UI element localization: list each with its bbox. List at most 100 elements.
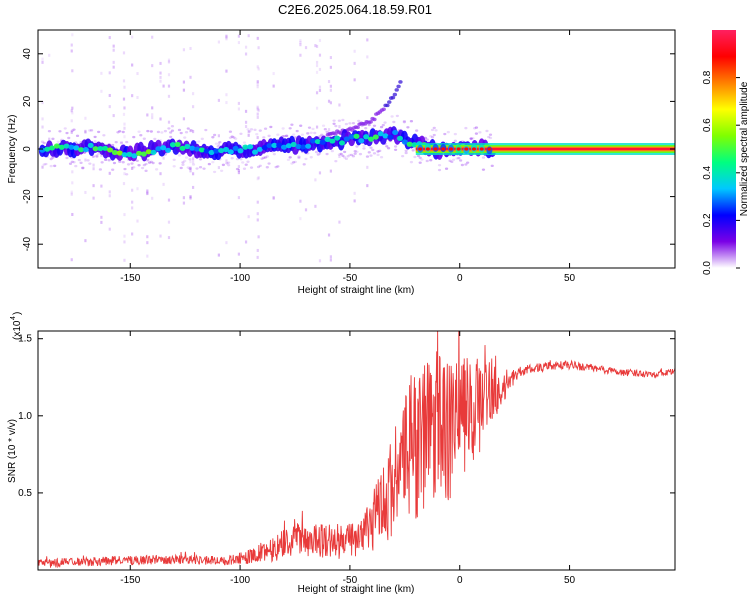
x-tick-label: 50 xyxy=(564,273,576,284)
spectrogram-speckle xyxy=(256,105,259,109)
spectrogram-halo xyxy=(130,162,134,165)
spectrogram-halo xyxy=(415,129,419,132)
spectrogram-ridge-core xyxy=(169,142,176,148)
colorbar-tick-label: 0.8 xyxy=(702,70,713,84)
spectrogram-band-knot-core xyxy=(487,147,492,151)
spectrogram-speckle xyxy=(237,196,240,200)
snr-x-ticks: -150 -100 -50 0 50 xyxy=(120,331,576,586)
spectrogram-halo xyxy=(286,158,291,162)
spectrogram-speckle xyxy=(247,34,250,38)
spectrogram-halo xyxy=(344,157,348,161)
spectrogram-halo xyxy=(355,150,359,154)
spectrogram-speckle xyxy=(256,200,259,204)
spectrogram-halo xyxy=(126,163,131,166)
spectrogram-speckle xyxy=(108,93,111,97)
spectrogram-speckle xyxy=(41,165,44,169)
spectrogram-halo xyxy=(325,130,329,133)
spectrogram-ridge-core xyxy=(237,148,244,154)
spectrogram-speckle xyxy=(100,89,103,93)
spectrogram-halo xyxy=(132,166,136,169)
spectrogram-speckle xyxy=(366,165,369,169)
spectrogram-halo xyxy=(265,155,269,158)
spectrogram-speckle xyxy=(256,218,259,222)
spectrogram-speckle xyxy=(167,58,171,62)
spectrogram-speckle xyxy=(217,98,220,102)
spectrogram-speckle xyxy=(338,220,341,224)
spectrogram-ridge-core xyxy=(145,149,152,155)
spectrogram-speckle xyxy=(237,107,240,111)
spectrogram-speckle xyxy=(41,101,44,105)
spectrogram-ridge-core xyxy=(198,147,205,153)
spectrogram-halo xyxy=(393,145,398,148)
spectrogram-halo xyxy=(469,137,473,140)
spectrogram-ridge-core xyxy=(58,144,65,150)
y-tick-label: 20 xyxy=(22,95,33,107)
spectrogram-speckle xyxy=(70,258,73,262)
spectrogram-speckle xyxy=(237,171,240,175)
spectrogram-speckle xyxy=(329,65,332,69)
spectrogram-halo xyxy=(263,127,268,130)
spectrogram-halo xyxy=(213,170,217,174)
spectrogram-halo xyxy=(211,160,215,164)
spectrogram-halo xyxy=(211,136,215,139)
spectrogram-halo xyxy=(432,126,436,130)
spectrogram-halo xyxy=(118,160,122,163)
spectrogram-speckle xyxy=(299,39,302,43)
spectrogram-branch-blob xyxy=(381,107,386,112)
spectrogram-halo xyxy=(481,168,486,171)
spectrogram-speckle xyxy=(217,142,220,146)
spectrogram-halo xyxy=(346,155,350,158)
spectrogram-halo xyxy=(302,163,306,166)
spectrogram-halo xyxy=(170,124,175,128)
spectrogram-halo xyxy=(111,168,115,171)
spectrogram-halo xyxy=(341,118,345,122)
spectrogram-halo xyxy=(255,133,259,136)
spectrogram-speckle xyxy=(182,88,186,92)
spectrogram-speckle xyxy=(70,109,73,113)
spectrogram-halo xyxy=(183,136,187,139)
spectrogram-speckle xyxy=(70,156,73,160)
spectrogram-halo xyxy=(300,133,305,136)
spectrogram-ridge-core xyxy=(73,145,80,151)
snr-series-line xyxy=(38,331,675,569)
spectrogram-band-core xyxy=(415,147,675,151)
snr-frame xyxy=(37,330,676,571)
spectrogram-speckle xyxy=(92,167,95,171)
spectrogram-halo xyxy=(358,152,363,156)
spectrogram-band-knot-core xyxy=(418,147,423,151)
spectrogram-ridge-core xyxy=(329,138,336,144)
spectrogram-speckle xyxy=(353,199,356,203)
spectrogram-speckle xyxy=(151,113,154,117)
spectrogram-halo xyxy=(144,162,148,166)
spectrogram-halo xyxy=(228,130,233,133)
spectrogram-speckle xyxy=(92,196,95,200)
spectrogram-halo xyxy=(172,158,176,161)
snr-plot-area xyxy=(38,331,675,570)
spectrogram-halo xyxy=(348,153,352,157)
spectrogram-speckle xyxy=(247,130,250,134)
spectrogram-speckle xyxy=(329,56,332,60)
spectrogram-speckle xyxy=(108,194,111,198)
spectrogram-halo xyxy=(478,131,482,134)
spectrogram-ridge-core xyxy=(78,147,85,153)
spectrogram-ridge-core xyxy=(92,146,99,152)
spectrogram-halo xyxy=(432,133,436,137)
spectrogram-halo xyxy=(49,157,53,161)
spectrogram-halo xyxy=(65,131,69,135)
spectrogram-halo xyxy=(190,129,194,132)
spectrogram-ridge-core xyxy=(194,146,201,152)
spectrogram-speckle xyxy=(123,85,126,89)
spectrogram-speckle xyxy=(136,96,139,100)
spectrogram-halo xyxy=(318,134,322,138)
spectrogram-halo xyxy=(293,160,298,164)
spectrogram-halo xyxy=(409,120,414,123)
spectrogram-speckle xyxy=(217,166,220,170)
spectrogram-band-knot-core xyxy=(433,147,438,151)
spectrogram-branch-blob xyxy=(394,88,399,92)
spectrogram-halo xyxy=(343,150,347,154)
spectrogram-speckle xyxy=(136,219,139,223)
spectrogram-halo xyxy=(372,124,377,128)
spectrogram-ridge-core xyxy=(189,145,196,151)
spectrogram-speckle xyxy=(71,106,74,110)
spectrogram-halo xyxy=(181,163,185,166)
